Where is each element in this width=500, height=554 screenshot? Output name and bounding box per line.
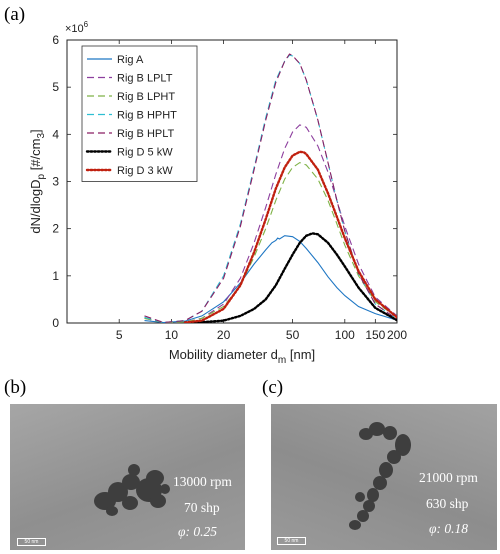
y-tick-label: 3 [52,175,59,189]
y-multiplier: ×106 [65,20,89,35]
tem-b-phi: φ: 0.25 [178,524,217,539]
x-tick-label: 50 [286,328,300,342]
x-tick-label: 200 [387,328,407,342]
legend-label: Rig B HPHT [117,110,177,122]
scale-bar-b: 50 nm [17,538,46,546]
y-tick-label: 4 [52,127,59,141]
panel-c-label: (c) [262,377,284,398]
series-line [144,53,397,323]
legend-label: Rig B LPHT [117,91,175,103]
y-tick-label: 1 [52,269,59,283]
x-tick-label: 150 [365,328,385,342]
series-line [144,124,397,323]
tem-image-b: 13000 rpm 70 shp φ: 0.25 50 nm [10,404,245,550]
tem-b-speed: 13000 rpm [173,474,232,489]
x-tick-label: 10 [165,328,179,342]
legend-label: Rig A [117,54,144,66]
series-line [144,161,397,323]
scale-bar-c: 50 nm [277,537,306,545]
legend-label: Rig B LPLT [117,73,173,85]
size-distribution-chart: 5 10 20 50 100 150 200 0 1 2 3 4 5 6 ×106 Mobility diam… [28,20,407,366]
y-axis-label: dN/dlogDp [#/cm3] [28,129,47,233]
series-layer [144,53,397,323]
panel-b-label: (b) [4,377,27,398]
y-tick-label: 2 [52,222,59,236]
panel-a-label: (a) [4,4,26,25]
y-tick-label: 0 [52,316,59,330]
tem-c-power: 630 shp [426,496,469,511]
y-tick-label: 6 [52,33,59,47]
legend-label: Rig D 5 kW [117,147,173,159]
legend: Rig A Rig B LPLT Rig B LPHT Rig B HPHT Rig B… [81,45,198,182]
tem-b-power: 70 shp [184,500,220,515]
tem-c-phi: φ: 0.18 [429,521,468,536]
series-line [183,232,397,323]
x-tick-label: 20 [217,328,231,342]
legend-box [81,45,198,182]
y-tick-label: 5 [52,80,59,94]
legend-label: Rig B HPLT [117,128,175,140]
series-line [144,235,397,323]
x-tick-label: 5 [116,328,123,342]
legend-label: Rig D 3 kW [117,165,173,177]
x-axis-label: Mobility diameter dm [nm] [169,347,315,366]
tem-image-c: 21000 rpm 630 shp φ: 0.18 50 nm [271,404,497,550]
x-tick-label: 100 [335,328,355,342]
series-line [183,150,397,323]
tem-c-speed: 21000 rpm [419,470,478,485]
